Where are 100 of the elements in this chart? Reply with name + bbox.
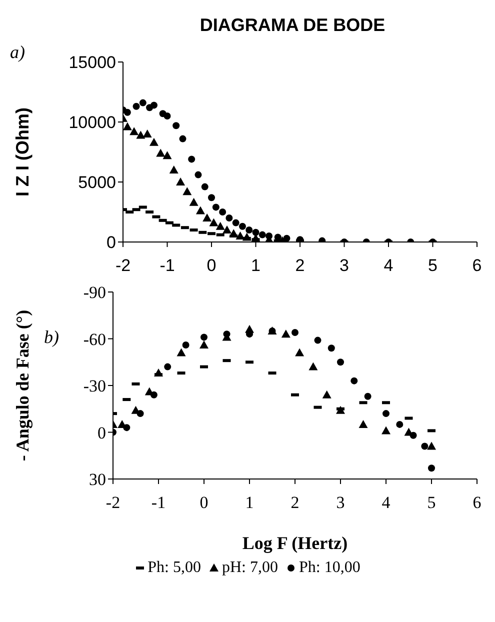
y-tick-label: 0 (98, 423, 106, 442)
x-tick-label: -2 (115, 256, 131, 276)
point (182, 187, 192, 196)
x-tick-label: 3 (336, 493, 345, 512)
point (149, 138, 158, 146)
point (208, 194, 215, 202)
y-tick-label: -60 (83, 330, 106, 349)
text: b) (44, 327, 59, 348)
point (150, 391, 158, 398)
point (258, 231, 266, 238)
point (124, 108, 131, 116)
point (246, 226, 253, 234)
point (150, 102, 158, 109)
x-tick-label: 5 (428, 256, 438, 276)
point (219, 208, 226, 216)
point (142, 130, 152, 138)
point (238, 222, 246, 230)
point (176, 348, 186, 356)
point (382, 410, 390, 418)
y-tick-label: 0 (106, 233, 116, 252)
point (223, 330, 230, 338)
point (232, 219, 240, 226)
point (164, 363, 172, 370)
point (136, 130, 146, 139)
point (209, 218, 218, 226)
point (136, 410, 144, 418)
point (154, 368, 163, 377)
point (176, 178, 186, 186)
x-tick-label: 3 (340, 256, 349, 276)
point (130, 127, 139, 136)
x-tick-label: 6 (472, 256, 482, 276)
x-tick-label: 0 (206, 256, 216, 276)
point (266, 232, 273, 240)
point (139, 99, 146, 106)
y-tick-label: 5000 (78, 173, 116, 192)
point (162, 151, 172, 160)
point (428, 464, 435, 472)
chart-title: DIAGRAMA DE BODE (198, 14, 386, 37)
x-tick-label: 5 (427, 493, 436, 512)
x-tick-label: 2 (295, 256, 305, 276)
y-tick-label: -90 (83, 283, 106, 302)
point (182, 341, 190, 348)
x-tick-label: -1 (151, 493, 166, 512)
point (322, 390, 332, 398)
x-axis-title: Log F (Hertz) (242, 533, 348, 553)
x-tick-label: -2 (106, 493, 120, 512)
point (226, 214, 233, 222)
point (410, 432, 417, 439)
legend-label: Ph: 5,00 (148, 559, 201, 577)
point (295, 348, 304, 356)
point (172, 122, 180, 130)
point (222, 226, 232, 234)
point (196, 206, 205, 214)
point (292, 329, 298, 336)
point (328, 344, 335, 352)
x-tick-label: 4 (382, 493, 391, 512)
point (123, 122, 132, 130)
x-tick-label: 0 (200, 493, 208, 512)
point (194, 171, 202, 178)
x-tick-label: 1 (251, 256, 260, 276)
point (421, 442, 428, 450)
point (164, 112, 171, 120)
point (252, 228, 260, 236)
y-tick-label: 30 (89, 470, 106, 490)
x-tick-label: 6 (472, 493, 482, 512)
point (216, 222, 225, 230)
point (201, 183, 208, 190)
point (132, 102, 140, 110)
y-axis-title: - Angulo de Fase (°) (12, 310, 32, 462)
point (156, 148, 166, 157)
point (200, 334, 208, 341)
point (337, 358, 344, 366)
point (169, 166, 178, 174)
legend-label: Ph: 10,00 (299, 559, 360, 577)
point (382, 426, 390, 434)
point (364, 392, 372, 400)
point (427, 442, 436, 450)
point (179, 135, 186, 142)
point (242, 232, 252, 241)
x-tick-label: 1 (245, 493, 254, 512)
y-tick-label: 15000 (68, 53, 116, 72)
x-tick-label: 2 (290, 493, 300, 512)
y-tick-label: 10000 (68, 113, 116, 132)
point (202, 214, 212, 222)
point (200, 340, 208, 348)
point (212, 204, 220, 211)
point (314, 336, 322, 344)
legend-label: pH: 7,00 (222, 559, 278, 577)
point (188, 156, 196, 163)
point (189, 198, 198, 206)
point (336, 406, 345, 414)
point (281, 330, 290, 338)
point (229, 229, 238, 238)
y-axis-title: I Z I (Ohm) (12, 108, 32, 196)
point (123, 424, 130, 432)
x-tick-label: 4 (384, 256, 394, 276)
point (350, 377, 358, 384)
x-tick-label: -1 (160, 256, 175, 276)
y-tick-label: -30 (83, 376, 106, 396)
point (308, 362, 318, 370)
